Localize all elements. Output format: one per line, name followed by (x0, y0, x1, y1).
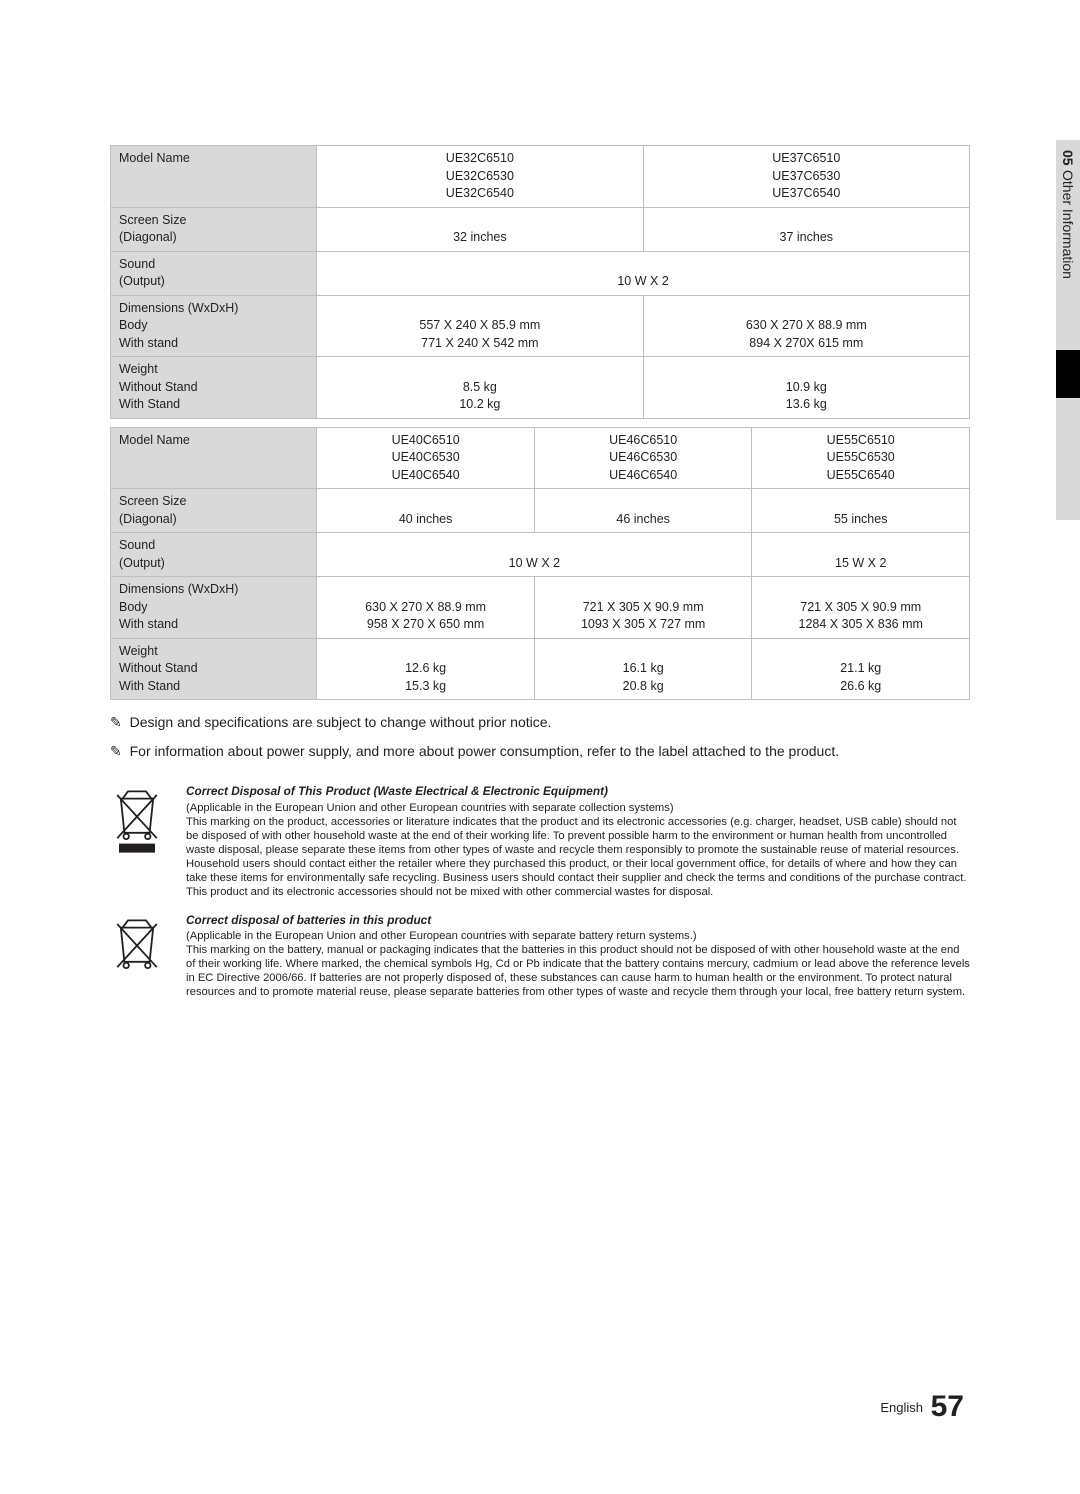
disposal-body: This marking on the battery, manual or p… (186, 943, 970, 999)
cell: 40 inches (317, 489, 535, 533)
cell: UE37C6510 UE37C6530 UE37C6540 (643, 146, 969, 208)
battery-weee-icon (110, 913, 170, 1000)
disposal-block-1: Correct Disposal of This Product (Waste … (110, 784, 970, 899)
row-label: Dimensions (WxDxH) Body With stand (111, 577, 317, 639)
spec-table-2: Model Name UE40C6510 UE40C6530 UE40C6540… (110, 427, 970, 701)
cell: 557 X 240 X 85.9 mm 771 X 240 X 542 mm (317, 295, 643, 357)
cell: 37 inches (643, 207, 969, 251)
disposal-title: Correct Disposal of This Product (Waste … (186, 784, 970, 799)
cell: 12.6 kg 15.3 kg (317, 638, 535, 700)
row-label: Screen Size (Diagonal) (111, 489, 317, 533)
row-label: Screen Size (Diagonal) (111, 207, 317, 251)
cell: UE55C6510 UE55C6530 UE55C6540 (752, 427, 970, 489)
cell: 721 X 305 X 90.9 mm 1284 X 305 X 836 mm (752, 577, 970, 639)
disposal-body: This marking on the product, accessories… (186, 815, 970, 899)
footer-lang: English (880, 1400, 923, 1415)
row-label: Weight Without Stand With Stand (111, 357, 317, 419)
disposal-subtitle: (Applicable in the European Union and ot… (186, 929, 970, 943)
notes-block: ✎ Design and specifications are subject … (110, 712, 970, 762)
footer-page: 57 (931, 1390, 964, 1423)
side-tab: 05 Other Information (1056, 140, 1080, 520)
row-label: Model Name (111, 146, 317, 208)
row-label: Model Name (111, 427, 317, 489)
cell: UE32C6510 UE32C6530 UE32C6540 (317, 146, 643, 208)
weee-icon (110, 784, 170, 899)
page-content: Model Name UE32C6510 UE32C6530 UE32C6540… (110, 145, 970, 999)
cell: 630 X 270 X 88.9 mm 894 X 270X 615 mm (643, 295, 969, 357)
row-label: Sound (Output) (111, 251, 317, 295)
cell: 10 W X 2 (317, 251, 970, 295)
cell: 55 inches (752, 489, 970, 533)
note-text: For information about power supply, and … (130, 743, 840, 759)
cell: 15 W X 2 (752, 533, 970, 577)
cell: UE40C6510 UE40C6530 UE40C6540 (317, 427, 535, 489)
cell: 21.1 kg 26.6 kg (752, 638, 970, 700)
note-icon: ✎ (110, 712, 122, 733)
disposal-subtitle: (Applicable in the European Union and ot… (186, 801, 970, 815)
disposal-title: Correct disposal of batteries in this pr… (186, 913, 970, 928)
cell: UE46C6510 UE46C6530 UE46C6540 (534, 427, 752, 489)
note-text: Design and specifications are subject to… (130, 714, 552, 730)
cell: 10.9 kg 13.6 kg (643, 357, 969, 419)
disposal-block-2: Correct disposal of batteries in this pr… (110, 913, 970, 1000)
note-icon: ✎ (110, 741, 122, 762)
cell: 32 inches (317, 207, 643, 251)
cell: 46 inches (534, 489, 752, 533)
page-footer: English 57 (880, 1390, 964, 1424)
cell: 10 W X 2 (317, 533, 752, 577)
cell: 721 X 305 X 90.9 mm 1093 X 305 X 727 mm (534, 577, 752, 639)
side-tab-label: Other Information (1060, 170, 1076, 279)
side-tab-chapter: 05 (1060, 150, 1076, 166)
row-label: Sound (Output) (111, 533, 317, 577)
side-tab-marker (1056, 350, 1080, 398)
row-label: Weight Without Stand With Stand (111, 638, 317, 700)
cell: 630 X 270 X 88.9 mm 958 X 270 X 650 mm (317, 577, 535, 639)
row-label: Dimensions (WxDxH) Body With stand (111, 295, 317, 357)
cell: 16.1 kg 20.8 kg (534, 638, 752, 700)
spec-table-1: Model Name UE32C6510 UE32C6530 UE32C6540… (110, 145, 970, 419)
cell: 8.5 kg 10.2 kg (317, 357, 643, 419)
